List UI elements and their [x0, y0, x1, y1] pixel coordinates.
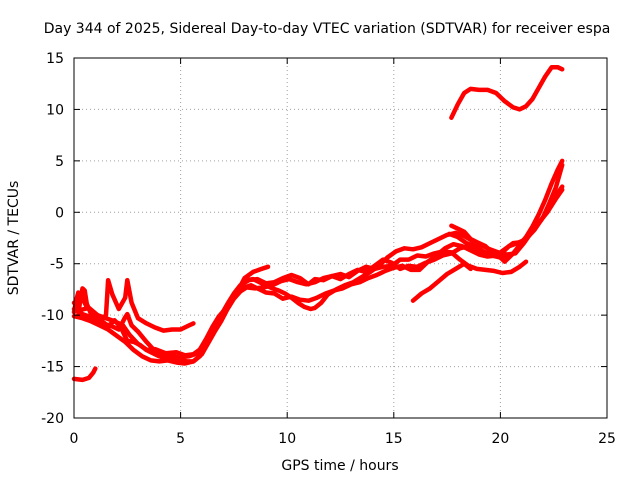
- x-tick-label: 15: [385, 431, 403, 447]
- series-line-trace-8: [410, 261, 473, 303]
- series-line-trace-10: [449, 158, 565, 264]
- y-axis-label: SDTVAR / TECUs: [6, 181, 22, 296]
- x-tick-label: 25: [598, 431, 616, 447]
- x-axis-label: GPS time / hours: [281, 458, 398, 474]
- y-tick-label: 0: [55, 205, 64, 221]
- y-axis-ticks: -20 -15 -10 -5 0 5 10 15: [41, 51, 607, 427]
- y-tick-label: 15: [46, 51, 64, 67]
- series-line-trace-5: [76, 277, 196, 333]
- series-line-trace-11: [449, 65, 565, 120]
- series-group: [71, 65, 565, 383]
- x-tick-label: 5: [176, 431, 185, 447]
- y-tick-label: -10: [41, 308, 64, 324]
- x-tick-label: 10: [278, 431, 296, 447]
- x-axis-ticks: 0 5 10 15 20 25: [70, 58, 616, 447]
- plot-frame: [73, 57, 608, 419]
- y-tick-label: -15: [41, 360, 64, 376]
- series-line-trace-7: [233, 264, 271, 297]
- series-line-trace-4: [71, 187, 565, 360]
- grid-lines: [74, 58, 607, 418]
- x-tick-label: 20: [491, 431, 509, 447]
- x-tick-label: 0: [70, 431, 79, 447]
- y-tick-label: 10: [46, 102, 64, 118]
- y-tick-label: -5: [50, 257, 64, 273]
- chart-title: Day 344 of 2025, Sidereal Day-to-day VTE…: [44, 21, 611, 37]
- series-line-trace-6: [71, 366, 98, 383]
- y-tick-label: -20: [41, 411, 64, 427]
- y-tick-label: 5: [55, 154, 64, 170]
